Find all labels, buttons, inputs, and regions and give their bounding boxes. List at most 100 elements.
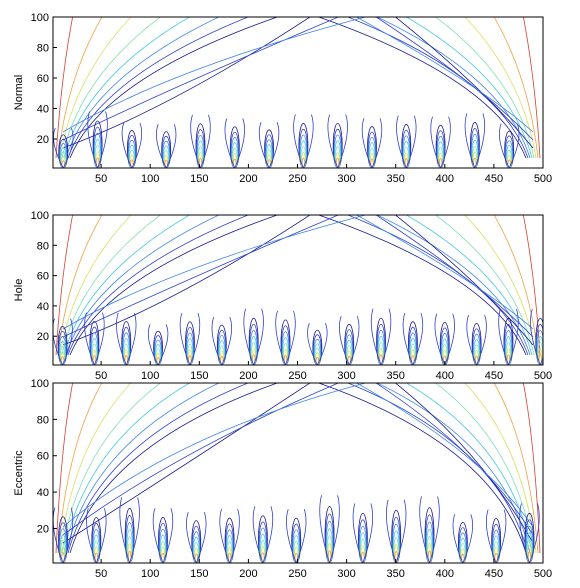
- x-tick-label: 200: [239, 173, 257, 185]
- contour-line: [69, 17, 279, 159]
- contour-line: [162, 145, 170, 168]
- contour-line: [466, 314, 477, 365]
- contour-line: [93, 534, 100, 563]
- contour-line: [121, 122, 133, 168]
- contour-line: [179, 312, 191, 365]
- plot-frame: [52, 16, 544, 169]
- contour-line: [286, 508, 297, 563]
- contour-line: [293, 541, 299, 563]
- contour-line: [233, 158, 237, 168]
- x-tick-label: 250: [288, 173, 306, 185]
- plot-frame: [52, 214, 544, 366]
- contour-line: [529, 503, 540, 563]
- contour-line: [275, 310, 286, 365]
- contour-line: [295, 508, 307, 563]
- contour-line: [158, 522, 168, 563]
- contour-line: [376, 17, 531, 159]
- contour-line: [60, 151, 67, 168]
- contour-line: [152, 508, 164, 563]
- contour-line: [285, 310, 296, 365]
- contour-line: [307, 323, 318, 365]
- contour-line: [294, 546, 299, 563]
- contour-line: [125, 312, 137, 365]
- contour-line: [124, 507, 135, 563]
- contour-line: [425, 521, 434, 563]
- contour-line: [154, 343, 162, 365]
- contour-line: [224, 118, 236, 168]
- contour-line: [473, 344, 480, 365]
- contour-line: [186, 512, 197, 563]
- contour-line: [259, 533, 267, 563]
- contour-line: [94, 144, 101, 168]
- contour-line: [441, 338, 449, 365]
- y-tick-label: 80: [37, 414, 49, 426]
- contour-line: [499, 123, 510, 168]
- contour-line: [195, 512, 207, 563]
- contour-line: [164, 159, 168, 168]
- contour-line: [444, 313, 455, 365]
- contour-line: [55, 215, 74, 356]
- contour-line: [317, 215, 527, 356]
- x-tick-label: 150: [190, 173, 208, 185]
- contour-line: [60, 351, 65, 365]
- contour-line: [125, 522, 134, 563]
- contour-line: [430, 116, 441, 168]
- contour-line: [346, 17, 529, 159]
- contour-line: [462, 514, 473, 563]
- contour-line: [160, 546, 166, 563]
- contour-line: [370, 308, 382, 365]
- contour-line: [348, 316, 360, 365]
- contour-line: [227, 552, 232, 563]
- contour-line: [436, 135, 445, 168]
- contour-line: [231, 142, 239, 168]
- x-tick-label: 400: [436, 173, 454, 185]
- contour-line: [434, 313, 446, 365]
- contour-line: [53, 127, 64, 168]
- contour-line: [94, 312, 105, 365]
- contour-line: [291, 523, 301, 563]
- contour-line: [530, 308, 541, 365]
- contour-line: [61, 155, 66, 168]
- contour-line: [221, 316, 232, 365]
- contour-line: [217, 329, 227, 365]
- y-tick-label: 40: [37, 487, 49, 499]
- contour-line: [59, 383, 132, 554]
- contour-line: [352, 503, 364, 563]
- contour-line: [267, 159, 271, 168]
- contour-line: [58, 516, 68, 563]
- contour-line: [405, 115, 417, 168]
- x-tick-label: 350: [387, 370, 405, 382]
- contour-line: [493, 383, 539, 554]
- contour-line: [491, 523, 501, 563]
- contour-line: [452, 514, 464, 563]
- y-tick-label: 60: [37, 271, 49, 283]
- contour-line: [474, 113, 486, 168]
- x-tick-label: 400: [436, 370, 454, 382]
- panel: 20 40 60 80 100 50 100 150 200 250 300 350 400 450 500…: [13, 12, 552, 185]
- x-tick-label: 50: [95, 568, 107, 580]
- panel: 20 40 60 80 100 50 100 150 200 250 300 350 400 450 500…: [13, 210, 552, 382]
- contour-line: [346, 345, 352, 365]
- contour-line: [315, 356, 320, 365]
- contour-line: [59, 143, 68, 168]
- contour-line: [472, 145, 478, 168]
- y-tick-label: 80: [37, 240, 49, 252]
- contour-line: [62, 383, 368, 528]
- contour-line: [527, 545, 532, 563]
- contour-line: [67, 215, 250, 356]
- contour-line: [293, 114, 304, 168]
- contour-line: [198, 152, 203, 168]
- contour-line: [194, 553, 198, 563]
- contour-line: [92, 349, 97, 365]
- x-tick-label: 50: [95, 173, 107, 185]
- contour-line: [232, 153, 237, 168]
- contour-line: [378, 348, 384, 365]
- contour-line: [59, 341, 66, 365]
- contour-line: [260, 539, 266, 563]
- contour-line: [65, 215, 220, 356]
- x-tick-label: 450: [485, 568, 503, 580]
- contour-line: [426, 528, 433, 563]
- contour-line: [327, 114, 339, 168]
- contour-line: [264, 134, 274, 168]
- contour-line: [225, 529, 234, 563]
